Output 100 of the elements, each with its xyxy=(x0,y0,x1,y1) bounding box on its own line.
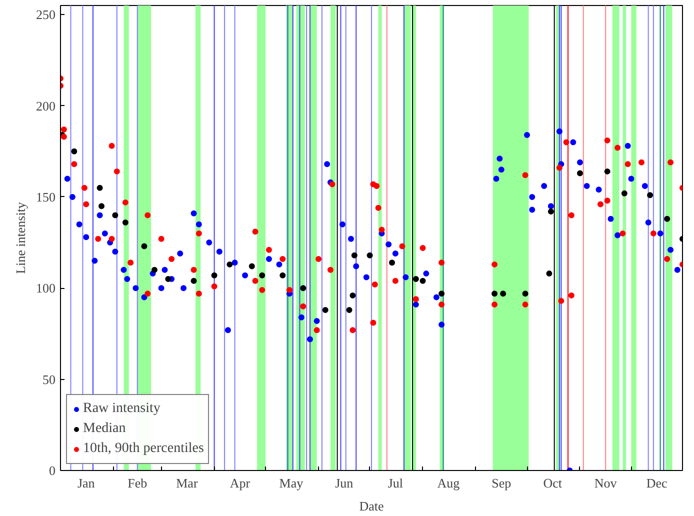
point xyxy=(266,246,272,253)
x-tick-label: Dec xyxy=(646,476,668,490)
x-tick-label: Jun xyxy=(335,476,354,490)
point xyxy=(259,272,266,278)
point xyxy=(71,161,78,168)
point xyxy=(81,184,88,191)
point xyxy=(350,327,356,334)
point xyxy=(399,243,406,250)
point xyxy=(108,142,115,149)
legend-label: Raw intensity xyxy=(83,401,160,417)
point xyxy=(372,282,378,288)
x-tick-label: Sep xyxy=(492,476,512,490)
x-tick-label: Jul xyxy=(388,476,404,490)
x-tick-label: Mar xyxy=(176,476,198,490)
point xyxy=(351,252,358,258)
y-tick-label: 200 xyxy=(36,98,56,114)
point xyxy=(211,272,218,278)
point xyxy=(392,278,398,284)
point xyxy=(500,290,506,297)
point xyxy=(327,266,334,273)
y-tick-label: 0 xyxy=(49,463,56,478)
point xyxy=(350,292,356,298)
x-tick-label: Apr xyxy=(230,476,251,490)
point xyxy=(492,302,498,308)
point xyxy=(548,208,554,215)
point xyxy=(522,302,528,308)
point xyxy=(438,302,445,308)
point xyxy=(604,198,610,204)
point xyxy=(346,307,352,314)
point xyxy=(420,278,426,284)
point xyxy=(664,216,670,222)
point xyxy=(604,168,610,174)
point xyxy=(546,270,552,277)
point xyxy=(492,290,498,297)
point xyxy=(83,201,90,208)
point xyxy=(374,183,380,190)
point xyxy=(314,327,320,334)
point xyxy=(620,230,626,236)
point xyxy=(624,161,631,168)
point xyxy=(141,243,148,250)
point xyxy=(412,296,419,302)
point xyxy=(144,212,151,218)
point xyxy=(576,170,583,176)
y-tick-label: 150 xyxy=(36,189,56,204)
point xyxy=(664,256,670,262)
point xyxy=(366,252,373,258)
y-tick-label: 50 xyxy=(42,372,56,387)
point xyxy=(259,286,266,293)
x-tick-label: Jan xyxy=(77,476,96,490)
point xyxy=(158,236,164,242)
x-tick-label: May xyxy=(279,476,304,490)
x-axis-title: Date xyxy=(359,498,384,514)
point xyxy=(638,159,644,166)
point xyxy=(196,230,202,236)
point xyxy=(71,148,78,154)
point xyxy=(522,172,528,178)
point xyxy=(621,190,628,196)
point xyxy=(95,236,102,242)
point xyxy=(300,303,306,310)
point xyxy=(252,228,258,235)
point xyxy=(389,260,396,266)
point xyxy=(492,261,498,268)
y-axis-title: Line intensity xyxy=(13,202,28,274)
point xyxy=(112,212,118,218)
point xyxy=(151,266,158,273)
point xyxy=(196,290,202,297)
point xyxy=(647,192,654,198)
x-tick-label: Feb xyxy=(128,476,148,490)
point xyxy=(668,159,674,166)
point xyxy=(558,298,564,304)
point xyxy=(650,230,656,236)
legend-label: Median xyxy=(83,421,126,437)
point xyxy=(60,126,67,132)
point xyxy=(98,203,105,210)
point xyxy=(211,283,218,290)
point xyxy=(114,168,120,174)
point xyxy=(522,290,528,297)
point xyxy=(252,278,258,284)
point xyxy=(568,212,574,218)
point xyxy=(412,276,419,282)
x-tick-label: Oct xyxy=(543,476,562,490)
point xyxy=(300,285,306,292)
point xyxy=(190,266,197,273)
point xyxy=(128,260,134,266)
point xyxy=(604,137,610,144)
point xyxy=(165,276,172,282)
y-tick-label: 100 xyxy=(36,280,56,296)
point xyxy=(563,139,570,146)
point xyxy=(556,164,562,171)
point xyxy=(144,290,151,297)
point xyxy=(375,204,382,211)
y-tick-label: 250 xyxy=(36,7,56,22)
point xyxy=(378,226,385,233)
point xyxy=(96,184,103,191)
point xyxy=(122,199,128,206)
point xyxy=(248,263,255,270)
point xyxy=(280,256,286,262)
legend-label: 10th, 90th percentiles xyxy=(83,441,204,457)
point xyxy=(370,320,376,326)
x-tick-label: Aug xyxy=(437,476,460,490)
